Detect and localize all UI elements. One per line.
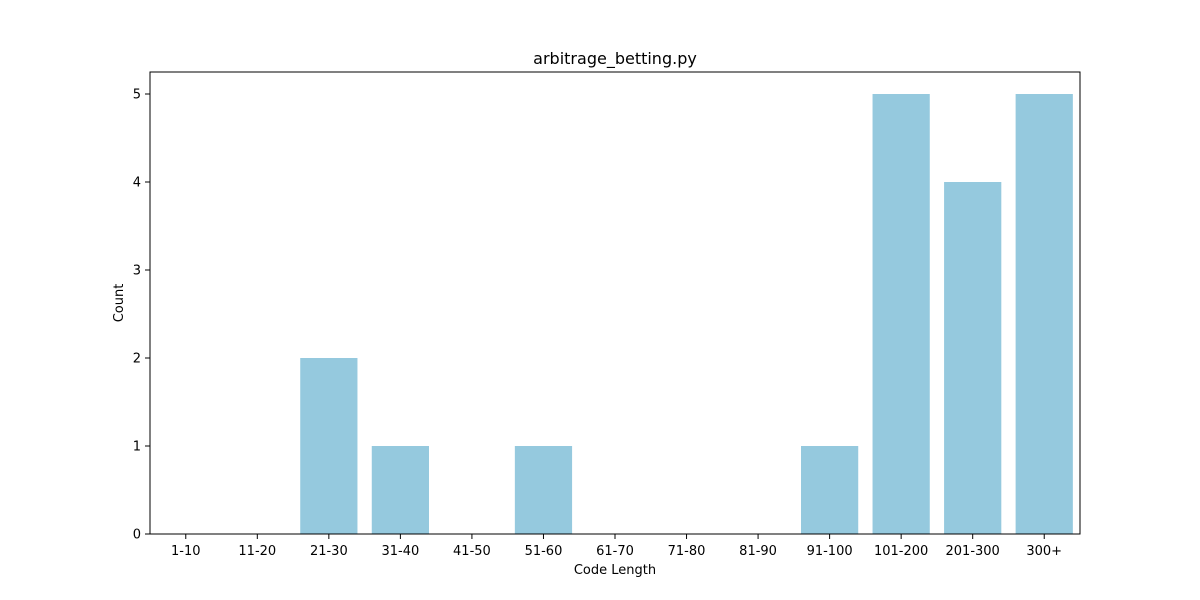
y-axis-label: Count (112, 284, 127, 323)
x-axis-label: Code Length (574, 563, 656, 578)
bars-group (300, 94, 1073, 534)
y-tick-label: 2 (133, 352, 141, 367)
x-tick-label: 1-10 (171, 544, 201, 559)
x-tick-label: 300+ (1026, 544, 1062, 559)
plot-frame (149, 71, 1081, 535)
y-tick-label: 1 (133, 440, 141, 455)
bar-300+ (1015, 94, 1073, 534)
bar-21-30 (300, 358, 358, 534)
bar-101-200 (872, 94, 930, 534)
x-tick-label: 61-70 (596, 544, 634, 559)
x-tick-label: 101-200 (874, 544, 928, 559)
y-axis: 0 1 2 3 4 5 (133, 88, 150, 543)
x-tick-label: 201-300 (946, 544, 1000, 559)
y-tick-label: 3 (133, 264, 141, 279)
bar-31-40 (371, 446, 429, 534)
y-tick-label: 0 (133, 528, 141, 543)
y-tick-label: 5 (133, 88, 141, 103)
bar-201-300 (944, 182, 1002, 534)
bar-51-60 (514, 446, 573, 534)
x-tick-label: 11-20 (238, 544, 276, 559)
x-axis: 1-10 11-20 21-30 31-40 41-50 51-60 61-70 71-80 8… (171, 534, 1062, 559)
y-tick-label: 4 (133, 176, 141, 191)
x-tick-label: 41-50 (453, 544, 491, 559)
chart-title: arbitrage_betting.py (533, 49, 697, 69)
x-tick-label: 31-40 (381, 544, 419, 559)
x-tick-label: 71-80 (668, 544, 706, 559)
x-tick-label: 51-60 (525, 544, 563, 559)
x-tick-label: 21-30 (310, 544, 348, 559)
x-tick-label: 91-100 (807, 544, 853, 559)
bar-91-100 (801, 446, 859, 534)
x-tick-label: 81-90 (739, 544, 777, 559)
